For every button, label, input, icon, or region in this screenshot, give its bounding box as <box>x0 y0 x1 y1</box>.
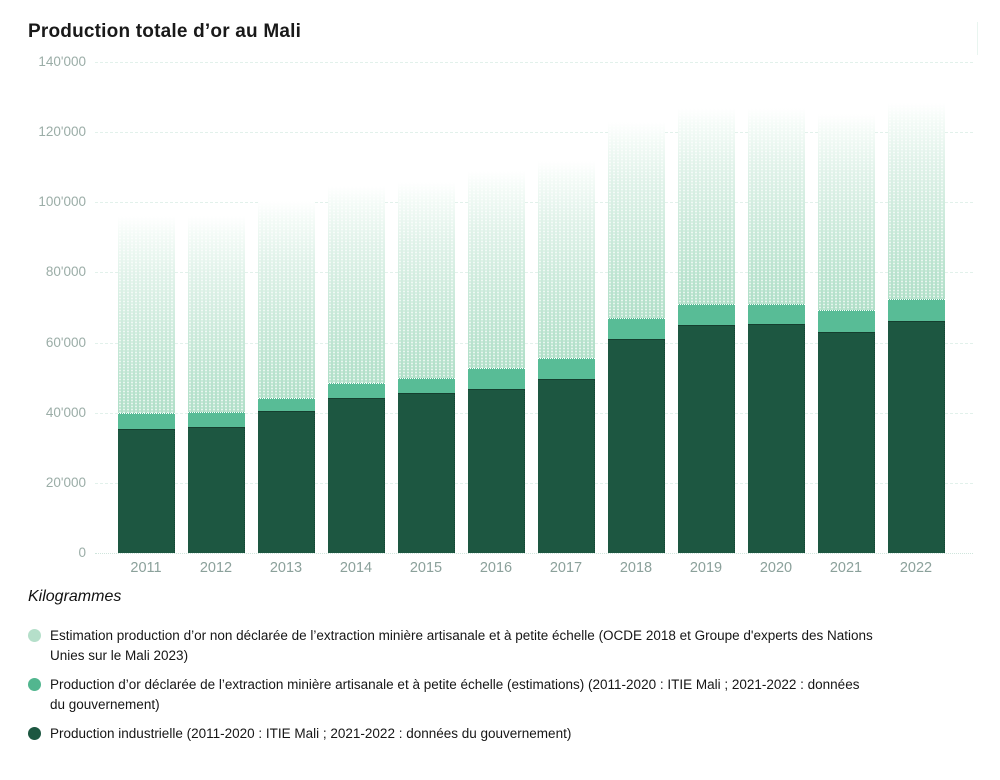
y-axis-tick-label: 120'000 <box>38 124 86 140</box>
x-axis-label-2018: 2018 <box>619 560 653 576</box>
segment-declared-artisanal <box>747 304 805 324</box>
bar-column-2018[interactable] <box>607 122 665 553</box>
segment-undeclared-artisanal <box>467 171 525 368</box>
segment-declared-artisanal <box>887 299 945 322</box>
y-axis-tick-label: 0 <box>78 545 86 560</box>
segment-undeclared-artisanal <box>397 181 455 379</box>
segment-undeclared-artisanal <box>747 107 805 304</box>
legend-item-undeclared-artisanal: Estimation production d’or non déclarée … <box>28 626 878 666</box>
bar-column-2011[interactable] <box>117 216 175 553</box>
segment-undeclared-artisanal <box>677 107 735 304</box>
bar-column-2021[interactable] <box>817 113 875 553</box>
x-axis-label-2011: 2011 <box>130 560 162 576</box>
segment-undeclared-artisanal <box>117 216 175 413</box>
gridline <box>95 62 973 63</box>
y-axis-tick-label: 80'000 <box>45 264 86 280</box>
gridline <box>95 412 973 414</box>
bar-column-2019[interactable] <box>677 107 735 553</box>
bar-column-2022[interactable] <box>887 103 945 553</box>
corner-rule <box>977 22 978 55</box>
segment-industrial <box>747 323 805 553</box>
bar-column-2017[interactable] <box>537 161 595 553</box>
segment-declared-artisanal <box>467 367 525 390</box>
segment-industrial <box>187 426 245 553</box>
segment-declared-artisanal <box>397 378 455 393</box>
x-axis-label-2019: 2019 <box>689 560 723 576</box>
bar-column-2020[interactable] <box>747 107 805 553</box>
legend-label-industrial: Production industrielle (2011-2020 : ITI… <box>50 726 572 741</box>
segment-declared-artisanal <box>537 357 595 380</box>
x-axis-label-2014: 2014 <box>339 560 373 576</box>
segment-undeclared-artisanal <box>327 186 385 383</box>
y-axis-unit-label: Kilogrammes <box>28 588 122 605</box>
legend-item-industrial: Production industrielle (2011-2020 : ITI… <box>28 724 878 744</box>
gridline <box>95 342 973 344</box>
segment-declared-artisanal <box>817 309 875 332</box>
x-axis-label-2016: 2016 <box>479 560 513 576</box>
segment-declared-artisanal <box>607 318 665 340</box>
segment-declared-artisanal <box>257 397 315 411</box>
segment-undeclared-artisanal <box>537 161 595 358</box>
segment-industrial <box>537 379 595 553</box>
legend-label-declared: Production d’or déclarée de l’extraction… <box>50 677 860 712</box>
y-axis-tick-label: 140'000 <box>38 54 86 69</box>
segment-declared-artisanal <box>117 412 175 429</box>
segment-industrial <box>677 324 735 553</box>
segment-industrial <box>397 392 455 553</box>
bar-column-2013[interactable] <box>257 201 315 553</box>
gridline <box>95 202 973 204</box>
segment-industrial <box>607 339 665 553</box>
bar-column-2016[interactable] <box>467 171 525 553</box>
x-axis-label-2013: 2013 <box>269 560 303 576</box>
segment-declared-artisanal <box>677 304 735 325</box>
segment-undeclared-artisanal <box>187 215 245 413</box>
segment-undeclared-artisanal <box>607 122 665 319</box>
x-axis-label-2015: 2015 <box>409 560 443 576</box>
segment-undeclared-artisanal <box>257 201 315 398</box>
x-axis-label-2017: 2017 <box>549 560 583 576</box>
segment-undeclared-artisanal <box>887 103 945 300</box>
legend-swatch-undeclared-icon <box>28 629 41 642</box>
bar-column-2012[interactable] <box>187 215 245 553</box>
x-axis-label-2012: 2012 <box>199 560 233 576</box>
legend-swatch-declared-icon <box>28 678 41 691</box>
segment-industrial <box>257 410 315 553</box>
chart-title: Production totale d’or au Mali <box>28 21 302 42</box>
bar-column-2014[interactable] <box>327 186 385 553</box>
gridline <box>95 482 973 484</box>
legend-label-undeclared: Estimation production d’or non déclarée … <box>50 628 873 663</box>
legend-item-declared-artisanal: Production d’or déclarée de l’extraction… <box>28 675 878 715</box>
segment-declared-artisanal <box>187 412 245 427</box>
gridline <box>95 132 973 134</box>
plot-area <box>95 62 973 553</box>
segment-industrial <box>467 389 525 553</box>
segment-industrial <box>817 331 875 553</box>
segment-industrial <box>887 321 945 553</box>
segment-declared-artisanal <box>327 382 385 398</box>
y-axis-tick-label: 100'000 <box>38 194 86 210</box>
y-axis-tick-label: 40'000 <box>45 404 86 420</box>
segment-undeclared-artisanal <box>817 113 875 310</box>
legend: Estimation production d’or non déclarée … <box>28 626 878 753</box>
y-axis-tick-label: 20'000 <box>45 474 86 490</box>
segment-industrial <box>327 397 385 553</box>
x-axis-label-2022: 2022 <box>899 560 933 576</box>
segment-industrial <box>117 428 175 553</box>
gridline <box>95 272 973 274</box>
legend-swatch-industrial-icon <box>28 727 41 740</box>
y-axis-tick-label: 60'000 <box>45 334 86 350</box>
x-axis-label-2021: 2021 <box>829 560 863 576</box>
gridline <box>95 553 973 554</box>
x-axis-label-2020: 2020 <box>759 560 793 576</box>
bar-column-2015[interactable] <box>397 181 455 553</box>
